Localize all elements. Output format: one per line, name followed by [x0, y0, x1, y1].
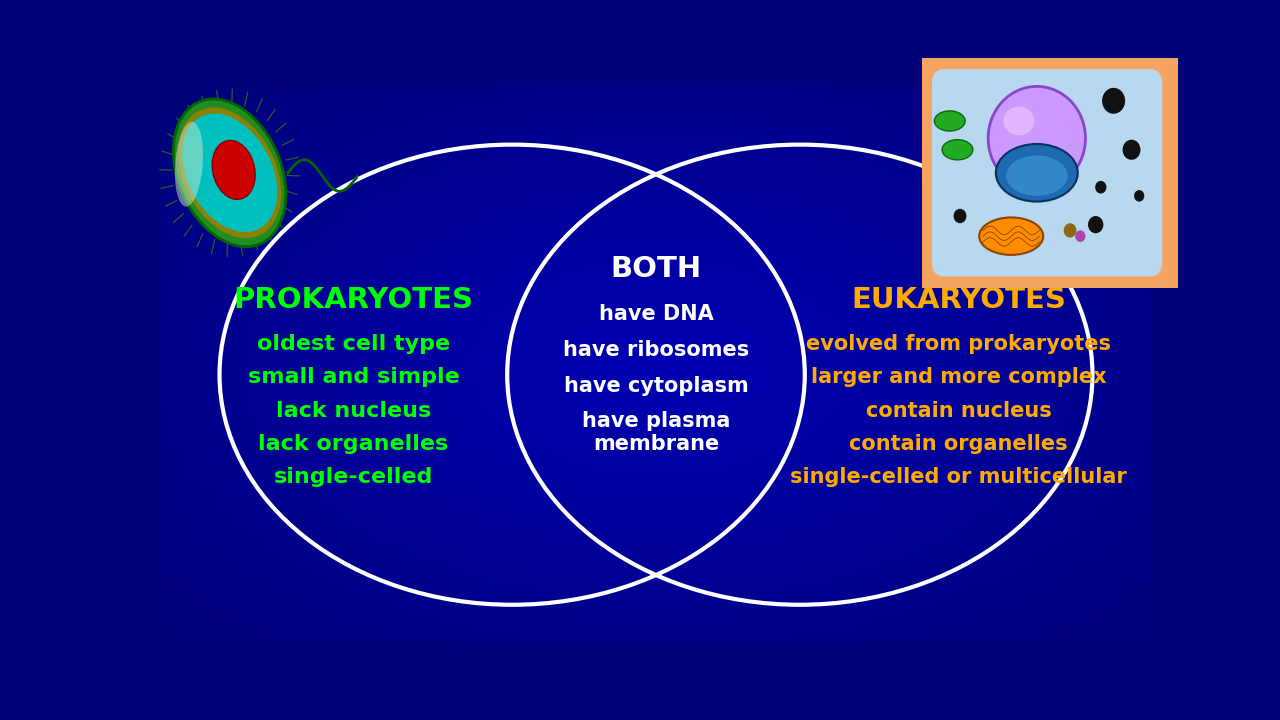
- Ellipse shape: [1006, 156, 1068, 196]
- Text: larger and more complex: larger and more complex: [810, 367, 1106, 387]
- Text: lack organelles: lack organelles: [259, 434, 448, 454]
- Text: lack nucleus: lack nucleus: [275, 401, 431, 420]
- Text: have DNA: have DNA: [599, 304, 713, 324]
- Circle shape: [1123, 140, 1140, 160]
- Text: oldest cell type: oldest cell type: [257, 334, 451, 354]
- FancyBboxPatch shape: [932, 69, 1162, 276]
- Ellipse shape: [175, 122, 204, 207]
- Ellipse shape: [182, 114, 278, 232]
- Text: EUKARYOTES: EUKARYOTES: [851, 286, 1066, 314]
- Text: contain nucleus: contain nucleus: [865, 401, 1051, 420]
- Circle shape: [1096, 181, 1106, 194]
- Ellipse shape: [212, 140, 255, 199]
- Text: single-celled: single-celled: [274, 467, 433, 487]
- Text: contain organelles: contain organelles: [849, 434, 1068, 454]
- Ellipse shape: [173, 99, 285, 247]
- Circle shape: [1075, 230, 1085, 242]
- FancyBboxPatch shape: [911, 49, 1183, 297]
- Ellipse shape: [934, 111, 965, 131]
- Circle shape: [1102, 88, 1125, 114]
- Text: small and simple: small and simple: [247, 367, 460, 387]
- Circle shape: [1064, 223, 1076, 238]
- Circle shape: [1134, 190, 1144, 202]
- Text: have ribosomes: have ribosomes: [563, 340, 749, 360]
- Text: BOTH: BOTH: [611, 256, 701, 284]
- Circle shape: [1088, 216, 1103, 233]
- Circle shape: [954, 209, 966, 223]
- Ellipse shape: [1004, 107, 1034, 135]
- Text: PROKARYOTES: PROKARYOTES: [233, 286, 474, 314]
- Text: have plasma
membrane: have plasma membrane: [582, 411, 730, 454]
- Text: single-celled or multicellular: single-celled or multicellular: [790, 467, 1126, 487]
- Ellipse shape: [988, 86, 1085, 190]
- Ellipse shape: [178, 107, 282, 238]
- Ellipse shape: [979, 217, 1043, 255]
- Text: evolved from prokaryotes: evolved from prokaryotes: [806, 334, 1111, 354]
- Ellipse shape: [996, 144, 1078, 202]
- Ellipse shape: [942, 140, 973, 160]
- Text: have cytoplasm: have cytoplasm: [563, 376, 749, 396]
